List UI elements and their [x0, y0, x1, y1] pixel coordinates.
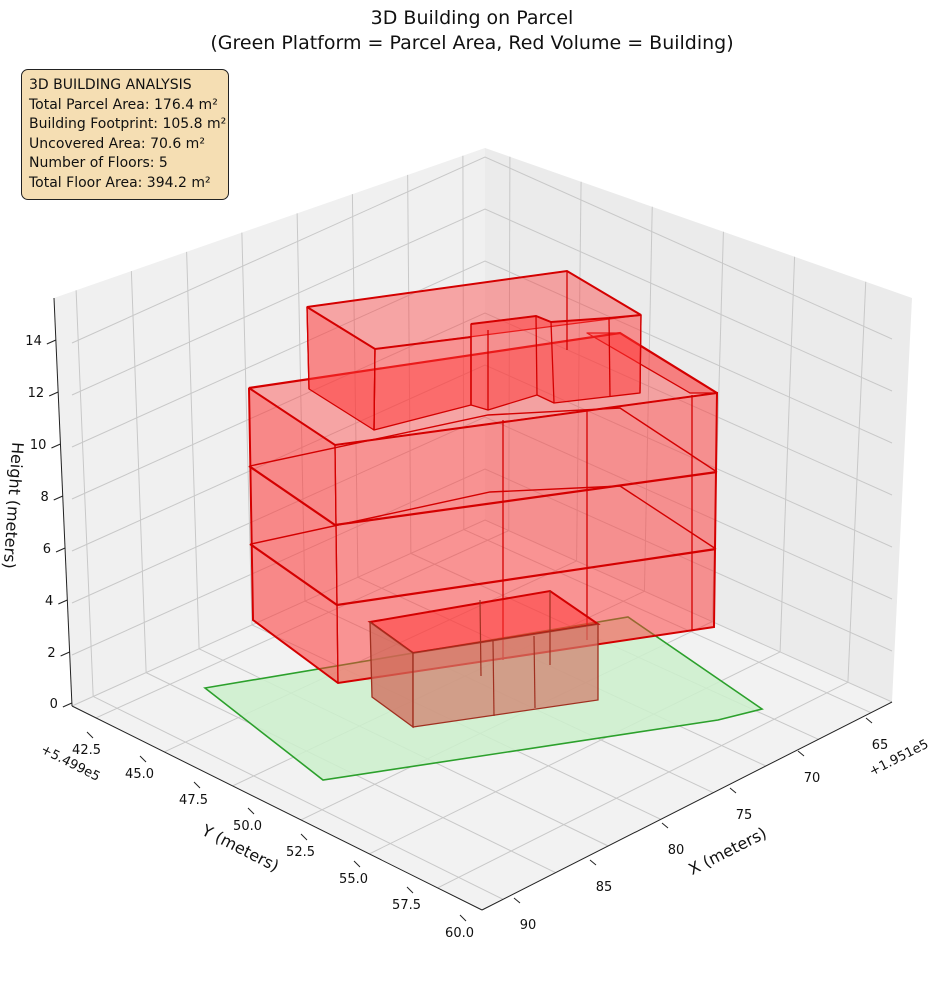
grid-line — [847, 281, 867, 683]
x-tick — [661, 822, 669, 829]
info-uncovered-area: Uncovered Area: 70.6 m² — [29, 135, 205, 152]
grid-line — [71, 312, 893, 500]
y-tick — [86, 731, 94, 739]
x-tick — [513, 897, 521, 904]
info-parcel-area: Total Parcel Area: 176.4 m² — [29, 96, 218, 113]
x-tick-label: 70 — [804, 771, 821, 786]
z-tick — [48, 391, 59, 397]
building-edge — [373, 348, 376, 431]
grid-line — [186, 251, 200, 649]
x-axis-line — [481, 701, 893, 911]
z-tick-label: 10 — [30, 438, 47, 453]
z-axis-line — [53, 297, 73, 707]
annex-edge — [533, 635, 536, 709]
axes — [46, 297, 893, 922]
building-edge — [550, 321, 555, 404]
floor-line — [249, 543, 717, 607]
x-tick-label: 80 — [668, 843, 685, 858]
y-tick — [247, 807, 255, 815]
z-tick-label: 14 — [25, 334, 42, 349]
z-tick-label: 12 — [28, 386, 45, 401]
building-edge — [608, 317, 611, 397]
y-tick-label: 45.0 — [125, 767, 154, 782]
annex-block-front-face — [412, 623, 599, 728]
building-scene — [203, 269, 764, 781]
chart-title-line-1: 3D Building on Parcel — [370, 7, 574, 29]
building-edge — [639, 314, 642, 394]
z-tick-label: 4 — [45, 594, 53, 609]
grid-line — [71, 260, 893, 448]
z-tick — [62, 702, 73, 708]
y-tick-label: 42.5 — [72, 743, 101, 758]
y-tick — [353, 860, 361, 868]
y-axis-line — [71, 705, 483, 911]
grid-line — [130, 271, 147, 673]
annex-edge — [492, 640, 495, 717]
building-analysis-box: 3D BUILDING ANALYSIS Total Parcel Area: … — [21, 69, 229, 200]
annex-edge — [479, 599, 482, 677]
info-building-footprint: Building Footprint: 105.8 m² — [29, 116, 227, 132]
x-axis-label: X (meters) — [685, 823, 769, 879]
grid-line — [779, 256, 796, 652]
x-tick-label: 85 — [596, 880, 613, 895]
upper-block-notch-face — [470, 314, 642, 411]
z-tick — [60, 651, 70, 657]
grid-line — [437, 681, 849, 889]
y-tick — [459, 914, 467, 922]
main-block-outline — [248, 387, 719, 685]
z-tick — [53, 495, 63, 501]
building-edge — [306, 306, 310, 390]
info-heading: 3D BUILDING ANALYSIS — [29, 77, 192, 93]
z-tick — [58, 599, 68, 605]
z-tick-label: 6 — [43, 542, 51, 557]
y-tick — [406, 886, 414, 894]
z-tick-label: 0 — [50, 697, 58, 712]
y-tick-label: 55.0 — [339, 872, 368, 887]
x-tick — [865, 717, 873, 724]
floor-line — [250, 485, 717, 550]
x-tick — [589, 859, 597, 866]
z-tick — [46, 339, 57, 345]
y-tick — [139, 755, 147, 763]
y-tick-label: 50.0 — [233, 819, 262, 834]
y-tick-label: 60.0 — [445, 926, 474, 941]
info-floor-count: Number of Floors: 5 — [29, 155, 168, 171]
z-tick-label: 2 — [47, 646, 55, 661]
grid-line — [71, 208, 893, 396]
z-tick — [55, 547, 66, 553]
z-tick — [51, 443, 61, 449]
grid-line — [71, 156, 893, 344]
x-tick — [797, 750, 805, 757]
floor-line — [248, 465, 718, 527]
x-tick — [729, 787, 737, 794]
y-tick — [193, 781, 201, 789]
chart-title-line-2: (Green Platform = Parcel Area, Red Volum… — [210, 32, 734, 54]
z-tick-label: 8 — [40, 490, 48, 505]
info-total-floor-area: Total Floor Area: 394.2 m² — [29, 174, 211, 191]
x-tick-label: 90 — [520, 918, 537, 933]
grid-line — [92, 696, 504, 900]
y-tick-label: 57.5 — [392, 898, 421, 913]
grid-line — [241, 232, 253, 625]
z-axis-label: Height (meters) — [0, 441, 27, 569]
y-tick-label: 52.5 — [286, 845, 315, 860]
y-tick-label: 47.5 — [179, 793, 208, 808]
building-edge — [535, 315, 538, 396]
y-tick — [300, 833, 308, 841]
grid-line — [71, 416, 893, 604]
x-tick-label: 65 — [872, 738, 889, 753]
x-tick-label: 75 — [736, 808, 753, 823]
